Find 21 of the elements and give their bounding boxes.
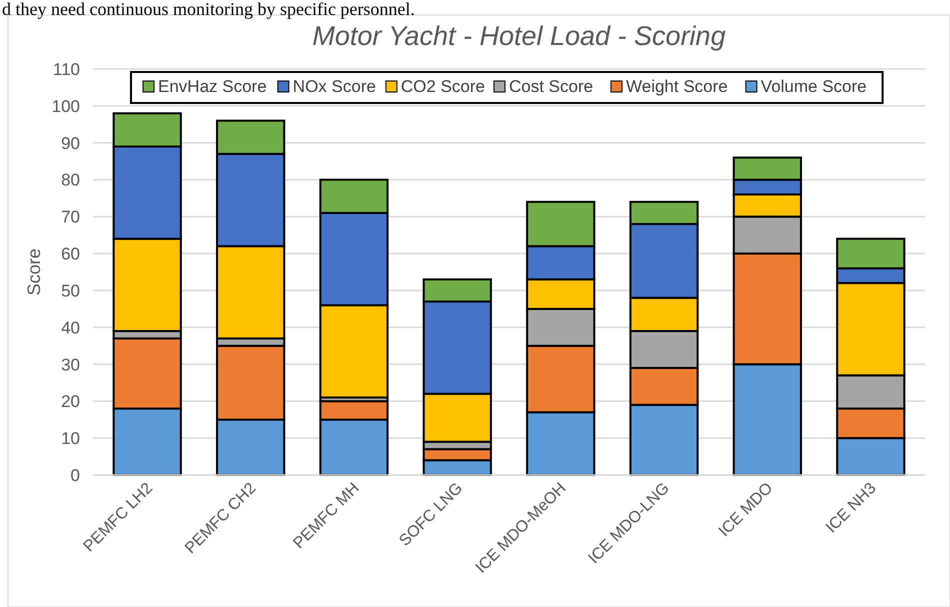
y-tick-label: 50 — [61, 281, 80, 300]
y-tick-label: 100 — [52, 96, 80, 116]
legend-label: Cost Score — [509, 77, 594, 96]
text: d they need continuous monitoring by specific personnel. — [2, 0, 415, 19]
legend-label: Weight Score — [626, 77, 728, 96]
y-tick-label: 60 — [61, 244, 80, 264]
y-tick-label: 0 — [70, 466, 80, 485]
chart-title: Motor Yacht - Hotel Load - Scoring — [312, 21, 726, 51]
y-axis-title: Score — [24, 248, 44, 296]
legend-label: CO2 Score — [400, 77, 485, 96]
y-tick-label: 110 — [52, 60, 80, 79]
y-tick-label: 80 — [61, 170, 80, 190]
y-tick-label: 90 — [61, 134, 80, 153]
legend-label: NOx Score — [292, 77, 376, 96]
y-tick-label: 40 — [61, 318, 80, 338]
y-tick-label: 30 — [61, 355, 80, 374]
legend-label: EnvHaz Score — [158, 77, 267, 96]
legend-label: Volume Score — [760, 77, 867, 96]
y-tick-label: 10 — [61, 429, 80, 448]
y-tick-label: 70 — [61, 208, 80, 227]
y-tick-label: 20 — [61, 392, 80, 412]
